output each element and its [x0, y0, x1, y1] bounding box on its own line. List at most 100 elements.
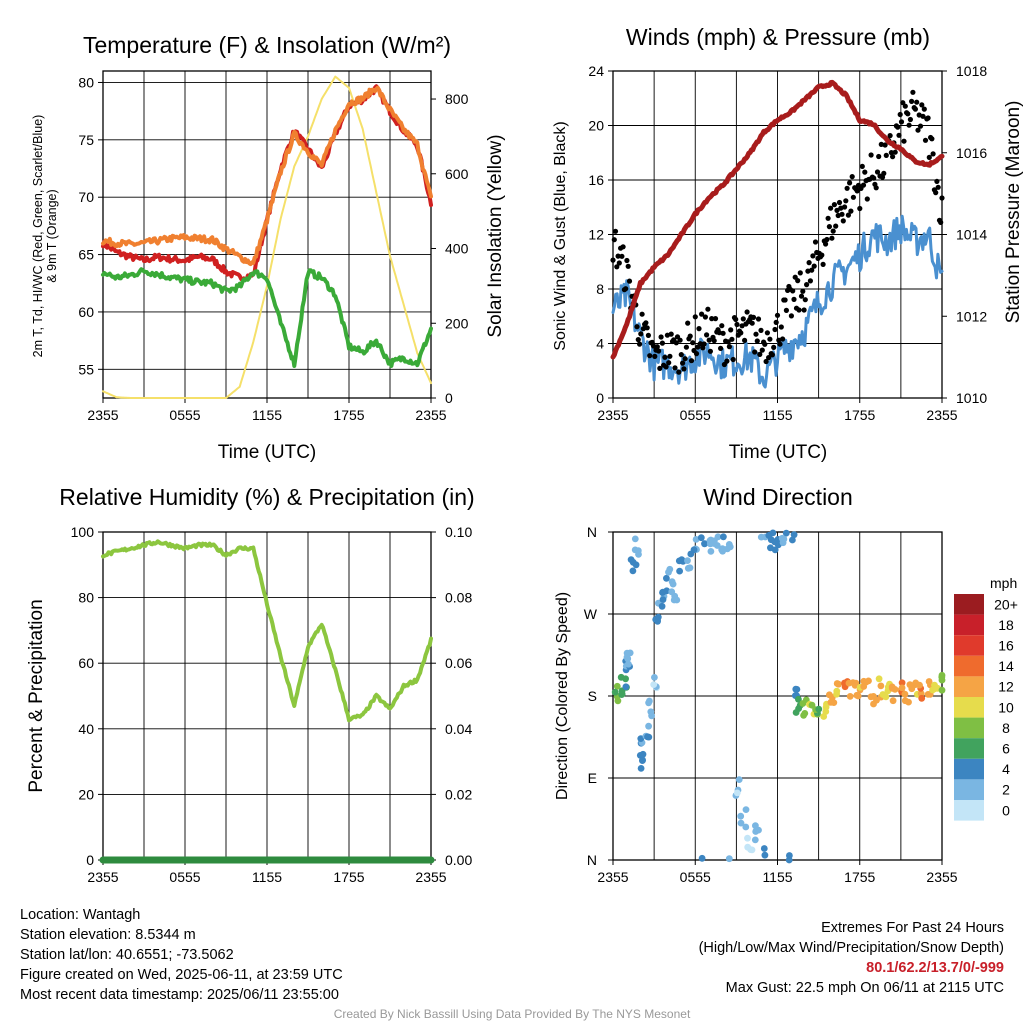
gust-point — [902, 103, 908, 109]
temp-ytick-right-label: 800 — [445, 91, 469, 107]
gust-point — [882, 142, 888, 148]
dir-ytick-label: N — [587, 524, 597, 540]
extremes-values: 80.1/62.2/13.7/0/-999 — [866, 960, 1004, 976]
temp-xlabel: Time (UTC) — [218, 442, 317, 463]
gust-point — [626, 278, 633, 284]
gust-point — [750, 314, 757, 320]
direction-point — [744, 834, 751, 842]
gust-point — [847, 180, 853, 186]
rh-xtick-label: 2355 — [415, 869, 446, 885]
gust-point — [647, 353, 653, 359]
gust-point — [839, 211, 845, 217]
direction-point — [611, 688, 619, 696]
direction-point — [830, 699, 838, 706]
gust-point — [726, 344, 733, 350]
direction-point — [622, 675, 629, 683]
gust-point — [657, 365, 663, 371]
direction-point — [676, 567, 683, 575]
gust-point — [892, 149, 898, 155]
direction-point — [701, 540, 708, 548]
extremes-title: Extremes For Past 24 Hours — [821, 920, 1004, 936]
gust-point — [774, 312, 781, 318]
colorbar-label: 12 — [998, 679, 1014, 695]
gust-point — [692, 314, 698, 320]
direction-point — [639, 757, 646, 764]
gust-point — [644, 325, 650, 331]
gust-point — [860, 182, 867, 188]
direction-point — [625, 660, 632, 668]
direction-point — [908, 685, 916, 693]
temp-ytick-right-label: 600 — [445, 166, 469, 182]
wind-ytick-label: 16 — [588, 172, 604, 188]
gust-point — [811, 263, 817, 269]
rh-ytick-right-label: 0.02 — [445, 786, 472, 802]
gust-point — [876, 153, 882, 160]
dir-xtick-label: 2355 — [597, 869, 628, 885]
direction-point — [853, 691, 861, 699]
direction-point — [901, 697, 909, 705]
direction-point — [684, 557, 691, 564]
station-info: Location: Wantagh Station elevation: 8.5… — [20, 905, 343, 1005]
wind-xtick-label: 1755 — [844, 407, 875, 423]
rh-ytick-label: 100 — [71, 524, 95, 540]
gust-point — [935, 184, 941, 190]
direction-point — [898, 684, 906, 692]
direction-point — [697, 534, 705, 542]
colorbar-label: 2 — [1002, 782, 1010, 798]
temp-ylabel-left-2: & 9m T (Orange) — [45, 189, 59, 282]
rh-ytick-right-label: 0.00 — [445, 852, 472, 868]
wind-xtick-label: 1155 — [762, 407, 792, 423]
direction-point — [671, 592, 679, 600]
gust-point — [834, 207, 840, 213]
direction-point — [659, 588, 667, 596]
direction-point — [852, 679, 860, 687]
direction-point — [648, 712, 655, 720]
direction-point — [778, 534, 786, 542]
temp-xtick-label: 0555 — [169, 407, 200, 423]
gust-point — [864, 196, 870, 202]
direction-point — [698, 854, 706, 862]
direction-point — [631, 535, 639, 543]
speed-colorbar: 20+ 18 16 14 12 10 8 6 4 2 0 — [954, 594, 1018, 821]
direction-point — [789, 536, 796, 544]
temp-ylabel-right: Solar Insolation (Yellow) — [485, 134, 506, 337]
wind-ytick-right-label: 1018 — [956, 63, 987, 79]
gust-point — [772, 326, 778, 333]
gust-point — [773, 319, 779, 325]
wind-ytick-label: 8 — [596, 281, 604, 297]
colorbar-label: 0 — [1002, 802, 1010, 818]
direction-point — [833, 690, 840, 698]
gust-point — [917, 123, 924, 129]
direction-point — [785, 856, 793, 864]
latlon-text: Station lat/lon: 40.6551; -73.5062 — [20, 947, 234, 963]
direction-point — [720, 533, 727, 541]
direction-point — [692, 536, 700, 543]
gust-point — [659, 340, 666, 346]
gust-point — [625, 263, 631, 269]
gust-point — [778, 324, 784, 330]
direction-point — [650, 681, 658, 688]
direction-point — [918, 694, 926, 702]
gust-point — [725, 339, 731, 345]
direction-point — [889, 697, 897, 705]
gust-point — [757, 351, 763, 357]
gust-point — [707, 348, 714, 354]
temp-xtick-label: 1155 — [252, 407, 282, 423]
gust-point — [616, 260, 622, 266]
gust-point — [926, 154, 932, 160]
direction-point — [901, 690, 909, 698]
gust-point — [704, 332, 710, 338]
temp-ytick-right-label: 0 — [445, 390, 453, 406]
gust-point — [871, 175, 877, 181]
gust-point — [680, 360, 686, 366]
direction-point — [646, 697, 653, 705]
gust-point — [848, 208, 854, 214]
rh-ytick-label: 20 — [78, 786, 94, 802]
temp-series-line — [101, 267, 433, 368]
gust-point — [699, 311, 705, 317]
gust-point — [662, 354, 668, 360]
gust-point — [656, 348, 662, 354]
gust-point — [733, 316, 739, 322]
direction-point — [658, 602, 666, 610]
